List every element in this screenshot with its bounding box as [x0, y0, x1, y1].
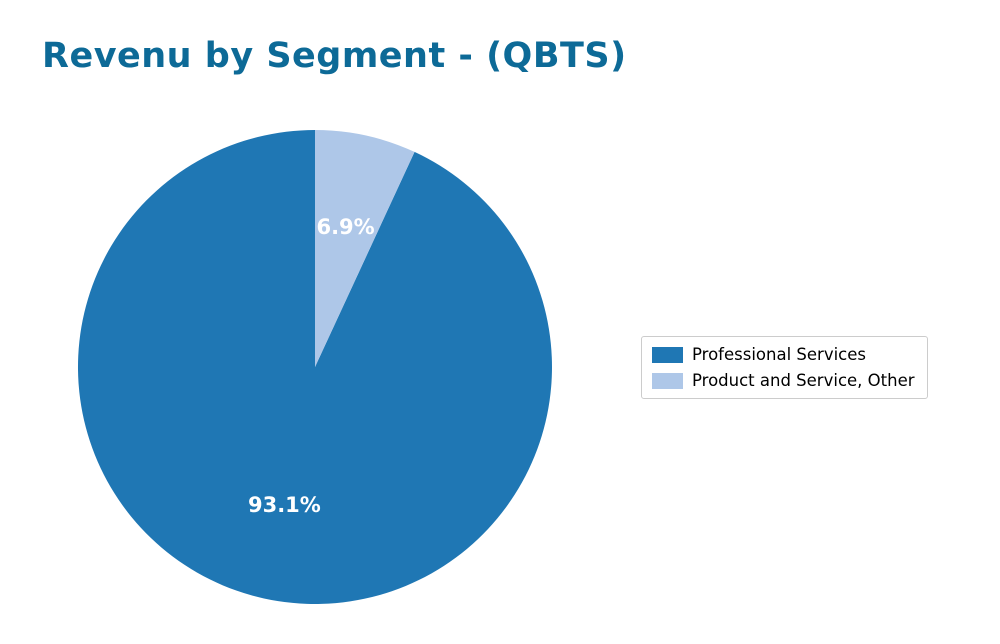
legend: Professional Services Product and Service…	[641, 336, 928, 399]
pie-slice-0	[77, 130, 552, 604]
legend-swatch-icon	[652, 372, 683, 389]
pie-slice-value-label-0: 93.1%	[248, 493, 321, 517]
legend-swatch-icon	[652, 346, 683, 363]
chart-title: Revenu by Segment - (QBTS)	[42, 36, 627, 76]
legend-label: Product and Service, Other	[692, 371, 915, 390]
pie-slice-value-label-1: 6.9%	[316, 215, 374, 239]
pie-slice-1	[315, 130, 415, 367]
legend-label: Professional Services	[692, 345, 866, 364]
legend-item-1: Product and Service, Other	[652, 371, 915, 390]
legend-item-0: Professional Services	[652, 345, 915, 364]
